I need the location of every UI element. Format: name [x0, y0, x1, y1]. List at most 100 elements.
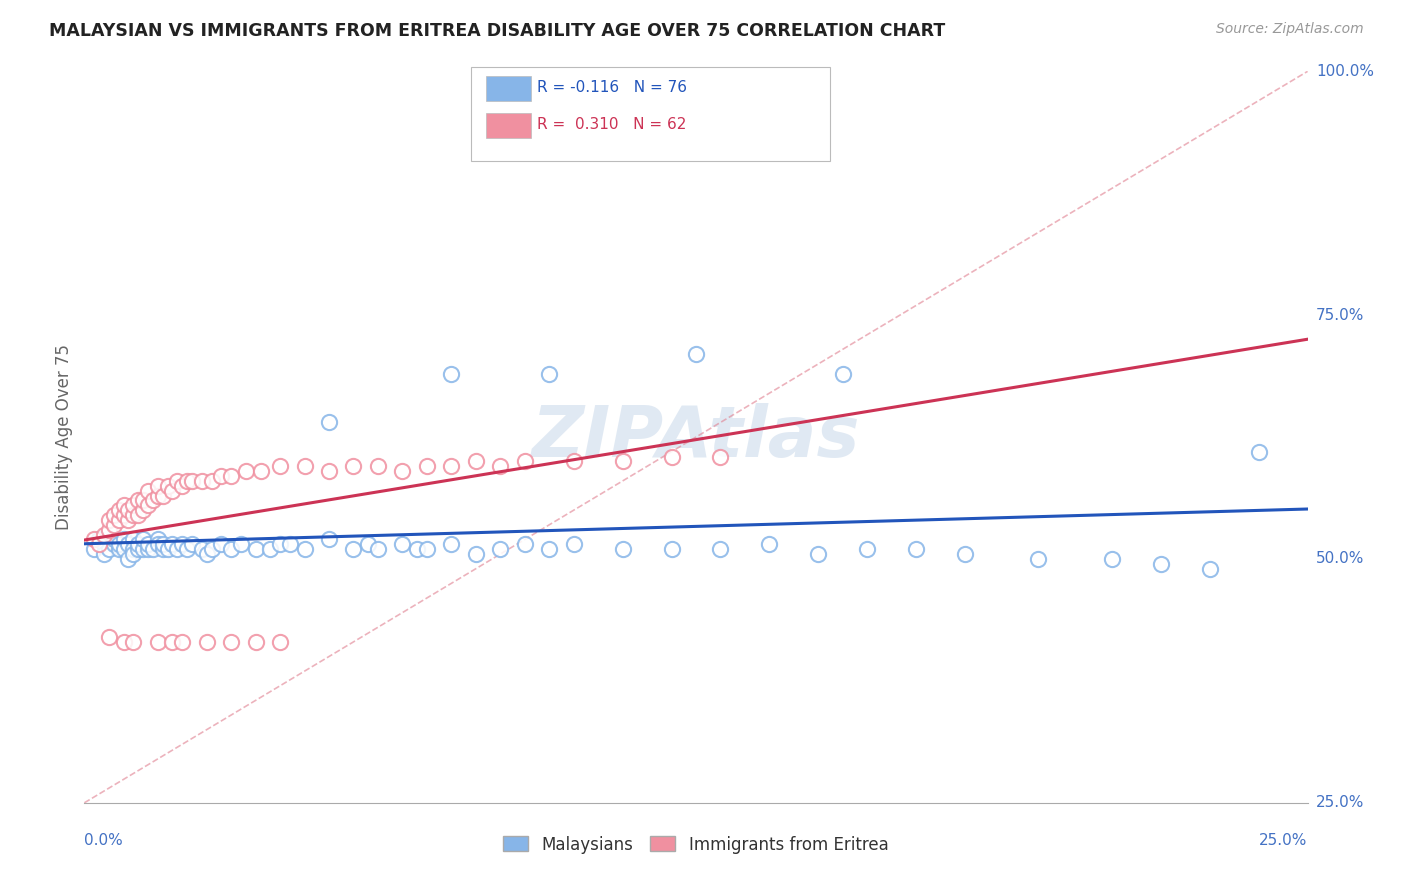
Point [1150, 557, 1173, 571]
Text: 0.0%: 0.0% [84, 833, 124, 848]
Point [269, 635, 291, 649]
Point [166, 474, 188, 488]
Point [112, 508, 135, 522]
Point [83, 533, 105, 547]
Point [176, 542, 198, 557]
Point [117, 537, 139, 551]
Text: 75.0%: 75.0% [1316, 308, 1364, 323]
Point [612, 542, 634, 557]
Point [152, 542, 174, 557]
Point [127, 542, 149, 557]
Point [191, 542, 214, 557]
Point [342, 542, 364, 557]
Point [538, 542, 561, 557]
Point [107, 542, 129, 557]
Text: ZIPAtlas: ZIPAtlas [531, 402, 860, 472]
Point [132, 493, 155, 508]
Point [127, 537, 149, 551]
Point [318, 464, 340, 478]
Point [142, 542, 165, 557]
Point [357, 537, 380, 551]
Point [112, 635, 135, 649]
Point [661, 450, 683, 464]
Point [905, 542, 928, 557]
Point [489, 542, 512, 557]
Point [181, 537, 204, 551]
Point [132, 533, 155, 547]
Point [83, 542, 105, 557]
Point [342, 459, 364, 474]
Point [406, 542, 429, 557]
Point [709, 450, 731, 464]
Point [416, 459, 439, 474]
Point [122, 533, 145, 547]
Point [416, 542, 439, 557]
Point [318, 533, 340, 547]
Point [107, 537, 129, 551]
Text: MALAYSIAN VS IMMIGRANTS FROM ERITREA DISABILITY AGE OVER 75 CORRELATION CHART: MALAYSIAN VS IMMIGRANTS FROM ERITREA DIS… [49, 22, 945, 40]
Point [391, 537, 413, 551]
Point [136, 499, 159, 513]
Point [103, 537, 125, 551]
Point [513, 454, 536, 468]
Point [191, 474, 214, 488]
Point [294, 542, 316, 557]
Point [245, 635, 267, 649]
Point [464, 454, 486, 468]
Text: R =  0.310   N = 62: R = 0.310 N = 62 [537, 118, 686, 132]
Point [1198, 562, 1220, 576]
Point [117, 552, 139, 566]
Point [97, 533, 120, 547]
Point [117, 503, 139, 517]
Point [685, 347, 707, 361]
Point [249, 464, 271, 478]
Point [166, 542, 188, 557]
Point [93, 547, 115, 561]
Point [136, 483, 159, 498]
Point [464, 547, 486, 561]
Point [489, 459, 512, 474]
Point [758, 537, 780, 551]
Point [107, 513, 129, 527]
Point [162, 635, 184, 649]
Point [93, 527, 115, 541]
Point [831, 367, 853, 381]
Point [127, 508, 149, 522]
Point [146, 479, 169, 493]
Point [146, 537, 169, 551]
Point [97, 630, 120, 644]
Point [219, 542, 242, 557]
Point [278, 537, 301, 551]
Text: R = -0.116   N = 76: R = -0.116 N = 76 [537, 80, 688, 95]
Point [97, 523, 120, 537]
Point [200, 474, 222, 488]
Point [122, 499, 145, 513]
Legend: Malaysians, Immigrants from Eritrea: Malaysians, Immigrants from Eritrea [496, 829, 896, 860]
Point [122, 547, 145, 561]
Point [132, 503, 155, 517]
Point [269, 537, 291, 551]
Text: 50.0%: 50.0% [1316, 551, 1364, 566]
Point [112, 533, 135, 547]
Text: 25.0%: 25.0% [1316, 796, 1364, 810]
Point [112, 542, 135, 557]
Point [122, 542, 145, 557]
Point [103, 508, 125, 522]
Point [807, 547, 830, 561]
Point [709, 542, 731, 557]
Point [136, 542, 159, 557]
Point [513, 537, 536, 551]
Point [229, 537, 252, 551]
Point [152, 537, 174, 551]
Point [122, 635, 145, 649]
Point [562, 454, 585, 468]
Point [538, 367, 561, 381]
Point [440, 367, 463, 381]
Text: 100.0%: 100.0% [1316, 64, 1374, 78]
Point [87, 537, 110, 551]
Text: Source: ZipAtlas.com: Source: ZipAtlas.com [1216, 22, 1364, 37]
Point [132, 542, 155, 557]
Point [127, 493, 149, 508]
Point [93, 537, 115, 551]
Y-axis label: Disability Age Over 75: Disability Age Over 75 [55, 344, 73, 530]
